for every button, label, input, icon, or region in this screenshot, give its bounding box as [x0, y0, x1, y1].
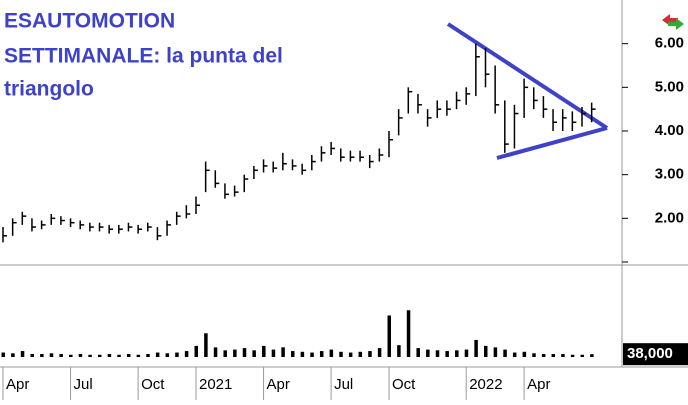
- volume-bar: [1, 352, 5, 357]
- volume-bar: [455, 350, 459, 357]
- volume-bar: [377, 348, 382, 357]
- y-tick-label: 3.00: [655, 166, 684, 183]
- y-tick-label: 4.00: [655, 122, 684, 139]
- volume-bar: [532, 353, 536, 357]
- volume-bar: [252, 350, 256, 357]
- volume-bar: [233, 349, 237, 357]
- volume-bar: [204, 333, 208, 357]
- volume-bar: [184, 351, 189, 357]
- volume-bar: [426, 349, 430, 357]
- volume-bar: [319, 351, 324, 357]
- x-tick-label: Jul: [334, 376, 353, 393]
- triangle-line: [496, 126, 608, 160]
- x-tick-label: Oct: [141, 376, 165, 393]
- volume-bar: [580, 354, 584, 357]
- volume-bar: [271, 349, 276, 357]
- volume-bar: [155, 352, 160, 357]
- volume-bar: [387, 315, 391, 357]
- volume-bar: [49, 353, 54, 357]
- volume-bar: [484, 345, 488, 357]
- volume-bar: [503, 349, 507, 357]
- logo-arrow: [668, 18, 684, 30]
- x-tick-label: Apr: [527, 376, 550, 393]
- volume-bar: [512, 352, 517, 357]
- x-tick-label: Oct: [392, 376, 416, 393]
- volume-bar: [107, 354, 112, 357]
- volume-bar: [88, 354, 92, 357]
- volume-bar: [59, 354, 63, 357]
- volume-bar: [339, 351, 343, 357]
- volume-bar: [445, 351, 449, 357]
- volume-bar: [165, 353, 170, 357]
- volume-bar: [464, 349, 469, 357]
- volume-bar: [435, 350, 440, 357]
- volume-bar: [117, 354, 121, 357]
- volume-bar: [78, 354, 83, 357]
- volume-bar: [281, 347, 285, 357]
- volume-bar: [262, 345, 266, 357]
- volume-bar: [40, 354, 44, 357]
- volume-bar: [406, 310, 411, 357]
- y-tick-label: 2.00: [655, 209, 684, 226]
- volume-bar: [570, 354, 575, 357]
- title: ESAUTOMOTION: [4, 10, 175, 33]
- x-tick-label: 2021: [199, 376, 232, 393]
- volume-bar: [493, 347, 498, 357]
- title: SETTIMANALE: la punta del: [4, 45, 283, 68]
- logo: [662, 14, 684, 30]
- volume-bar: [416, 348, 420, 357]
- x-tick-label: 2022: [469, 376, 502, 393]
- volume-bar: [11, 353, 15, 357]
- volume-bar: [561, 354, 565, 357]
- volume-bar: [69, 354, 73, 357]
- triangle-line: [446, 22, 609, 130]
- x-tick-label: Apr: [6, 376, 29, 393]
- volume-bar: [300, 351, 305, 357]
- y-tick-label: 5.00: [655, 78, 684, 95]
- volume-bar: [213, 347, 218, 357]
- last-volume-label: 38,000: [627, 345, 673, 362]
- volume-bar: [30, 354, 34, 357]
- volume-bar: [474, 339, 478, 357]
- volume-bar: [223, 350, 227, 357]
- volume-bar: [146, 354, 150, 357]
- volume-bar: [329, 349, 334, 357]
- volume-bar: [136, 354, 141, 357]
- volume-bar: [194, 345, 198, 357]
- volume-bar: [126, 354, 131, 357]
- title: triangolo: [4, 78, 94, 101]
- volume-bar: [551, 354, 556, 357]
- volume-bar: [358, 351, 363, 357]
- volume-bar: [397, 345, 401, 357]
- logo-arrow: [662, 14, 678, 26]
- x-tick-label: Jul: [74, 376, 93, 393]
- last-volume-box: [623, 343, 688, 366]
- y-tick-label: 6.00: [655, 35, 684, 52]
- volume-bar: [522, 351, 527, 357]
- volume-bar: [541, 354, 546, 357]
- x-tick-label: Apr: [267, 376, 290, 393]
- volume-bar: [242, 348, 247, 357]
- volume-bar: [175, 352, 179, 357]
- volume-bar: [98, 354, 102, 357]
- volume-bar: [348, 352, 353, 357]
- volume-bar: [291, 351, 295, 357]
- volume-bar: [368, 351, 372, 357]
- volume-bar: [310, 352, 314, 357]
- volume-bar: [20, 351, 25, 357]
- volume-bar: [590, 354, 594, 357]
